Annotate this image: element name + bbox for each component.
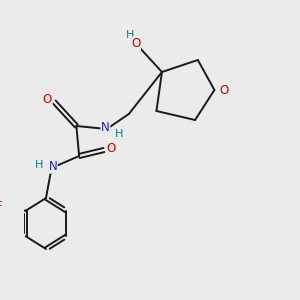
Text: N: N (101, 121, 110, 134)
Text: H: H (126, 29, 134, 40)
Text: F: F (0, 200, 3, 213)
Text: O: O (131, 37, 140, 50)
Text: N: N (49, 160, 57, 173)
Text: O: O (106, 142, 116, 155)
Text: H: H (35, 160, 43, 170)
Text: H: H (115, 128, 123, 139)
Text: O: O (220, 83, 229, 97)
Text: O: O (43, 92, 52, 106)
